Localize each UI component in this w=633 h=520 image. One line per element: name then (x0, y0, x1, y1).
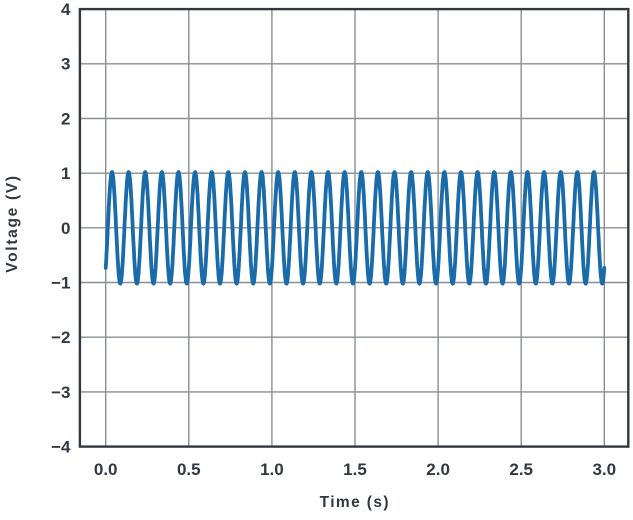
svg-text:−3: −3 (51, 383, 70, 402)
svg-text:1.0: 1.0 (260, 460, 284, 479)
svg-text:3.0: 3.0 (592, 460, 616, 479)
svg-text:1.5: 1.5 (343, 460, 367, 479)
svg-text:3: 3 (61, 55, 70, 74)
svg-text:2.0: 2.0 (426, 460, 450, 479)
svg-text:2: 2 (61, 109, 70, 128)
svg-text:2.5: 2.5 (509, 460, 533, 479)
svg-text:0: 0 (61, 219, 70, 238)
svg-text:−2: −2 (51, 328, 70, 347)
svg-text:4: 4 (61, 0, 71, 19)
svg-text:0.5: 0.5 (177, 460, 201, 479)
svg-text:−4: −4 (51, 438, 71, 457)
svg-text:1: 1 (61, 164, 70, 183)
svg-text:Voltage (V): Voltage (V) (4, 174, 21, 273)
svg-text:0.0: 0.0 (94, 460, 118, 479)
svg-text:Time (s): Time (s) (320, 494, 390, 511)
svg-text:−1: −1 (51, 273, 70, 292)
